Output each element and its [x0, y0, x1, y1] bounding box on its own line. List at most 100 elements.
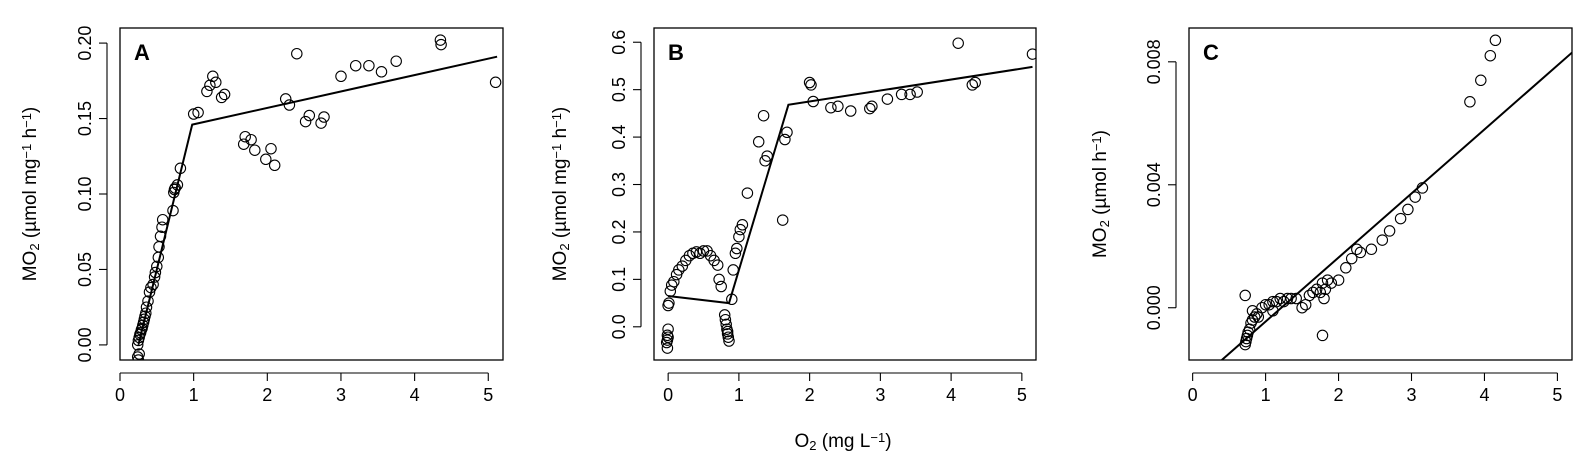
panel-a-y-tick-label: 0.10: [75, 176, 95, 211]
panel-c-ylabel: MO2 (µmol h−1): [1089, 130, 1112, 258]
panel-c-point: [1318, 292, 1330, 305]
panel-a-y-axis: 0.00 0.05 0.10 0.15 0.20: [75, 26, 108, 362]
panel-a-ylabel: MO2 (µmol mg−1 h−1): [19, 107, 42, 282]
panel-b-point: [752, 136, 765, 148]
panel-a-point: [207, 70, 219, 83]
panel-a-point: [192, 106, 204, 119]
panel-a-point: [349, 59, 362, 72]
panel-a-point: [265, 142, 277, 155]
panel-c-point: [1376, 234, 1389, 246]
panel-c-point: [1340, 262, 1352, 274]
panel-b-point: [715, 280, 727, 293]
panel-b-point: [803, 76, 816, 89]
panel-c-point: [1285, 292, 1297, 305]
panel-b-point: [718, 309, 731, 321]
panel-b-point: [663, 297, 675, 309]
panel-a-ylabel-mid: (µmol mg: [20, 159, 41, 244]
panel-b-y-tick-label: 0.5: [609, 77, 629, 102]
panel-a-y-tick-label: 0.05: [75, 252, 95, 287]
panel-a-point: [245, 133, 257, 146]
panel-b-y-tick-label: 0.2: [609, 219, 629, 244]
panel-c-point: [1256, 301, 1268, 314]
panel-b-ylabel-mid2: h: [550, 128, 571, 144]
panel-c-ylabel-mid: (µmol h: [1090, 151, 1111, 220]
panel-b-y-tick-label: 0.0: [609, 314, 629, 339]
panel-c-x-axis: 0 1 2 3 4 5: [1188, 372, 1562, 405]
panel-c-point: [1345, 252, 1358, 265]
panel-a-point: [156, 213, 169, 226]
panel-c-point: [1365, 243, 1378, 256]
panel-c-point: [1383, 225, 1396, 237]
panel-b-x-tick-label: 0: [663, 385, 673, 405]
panel-a-point: [363, 59, 375, 72]
panel-c-x-tick-label: 2: [1334, 385, 1344, 405]
panel-b-y-axis: 0.0 0.1 0.2 0.3 0.4 0.5 0.6: [609, 30, 642, 339]
panel-b-x-axis: 0 1 2 3 4 5: [663, 372, 1027, 405]
panel-b-y-tick-label: 0.6: [609, 30, 629, 55]
panel-b-point: [694, 247, 706, 260]
panel-b-point: [662, 323, 674, 335]
panel-c-point: [1239, 289, 1251, 302]
panel-c-y-axis: 0.000 0.004 0.008: [1144, 39, 1177, 330]
panel-c-x-tick-label: 3: [1406, 385, 1416, 405]
panel-a-letter: A: [134, 40, 150, 65]
panel-c-point: [1402, 203, 1414, 216]
panel-b-point: [1026, 48, 1036, 60]
panel-b-point: [741, 187, 754, 199]
panel-a-point: [147, 278, 159, 291]
panel-b-y-tick-label: 0.4: [609, 125, 629, 150]
panel-a-point: [260, 153, 272, 166]
panel-b-fit-line: [667, 65, 1033, 305]
panel-a-point: [434, 34, 447, 46]
panel-c-points: [1239, 34, 1502, 351]
panel-a-point: [171, 179, 184, 191]
panel-a-ylabel-end: ): [20, 107, 41, 113]
panel-b-point: [668, 275, 680, 288]
panel-b-ylabel: MO2 (µmol mg−1 h−1): [549, 107, 572, 282]
panel-a-point: [215, 91, 228, 104]
panel-b-point: [683, 249, 696, 262]
panel-c-point: [1296, 301, 1308, 314]
shared-xlabel: O2 (mg L−1): [794, 430, 891, 453]
panel-a-point: [335, 70, 347, 83]
panel-b-point: [911, 86, 923, 98]
panel-c-x-tick-label: 1: [1261, 385, 1271, 405]
panel-a-frame: [119, 27, 504, 361]
panel-a-y-tick-label: 0.15: [75, 101, 95, 136]
panel-b-point: [722, 331, 735, 343]
panel-b-x-tick-label: 5: [1017, 385, 1027, 405]
panel-b-point: [781, 126, 793, 139]
panel-c-ylabel-base: MO: [1090, 227, 1111, 258]
panel-b-point: [661, 329, 674, 342]
panel-b-y-tick-label: 0.3: [609, 172, 629, 197]
panel-a-point: [237, 138, 250, 150]
panel-a-x-tick-label: 2: [262, 385, 272, 405]
panel-b-point: [719, 313, 732, 326]
panel-c-point: [1484, 49, 1497, 62]
panel-a-ylabel-base: MO: [20, 251, 41, 282]
panel-b-ylabel-sup1: −1: [549, 144, 564, 159]
panel-c-x-tick-label: 0: [1188, 385, 1198, 405]
panel-c-point: [1248, 311, 1261, 323]
panel-c-point: [1409, 191, 1421, 203]
panel-a-x-tick-label: 5: [483, 385, 493, 405]
panel-a-x-tick-label: 3: [336, 385, 346, 405]
panel-c-point: [1464, 96, 1476, 108]
panel-a-point: [291, 47, 303, 60]
panel-a-point: [315, 117, 327, 129]
panel-c-point: [1354, 246, 1367, 259]
panel-b-point: [825, 101, 837, 114]
panel-c-y-tick-label: 0.004: [1144, 162, 1164, 207]
panel-b-point: [966, 79, 979, 91]
panel-c-point: [1259, 298, 1272, 311]
panel-b-point: [676, 260, 689, 272]
panel-c-x-tick-label: 4: [1479, 385, 1489, 405]
panel-a-points: [131, 34, 502, 360]
panel-b-point: [731, 242, 743, 255]
panel-a-fit-line: [137, 55, 498, 346]
panel-a-y-tick-label: 0.00: [75, 327, 95, 362]
